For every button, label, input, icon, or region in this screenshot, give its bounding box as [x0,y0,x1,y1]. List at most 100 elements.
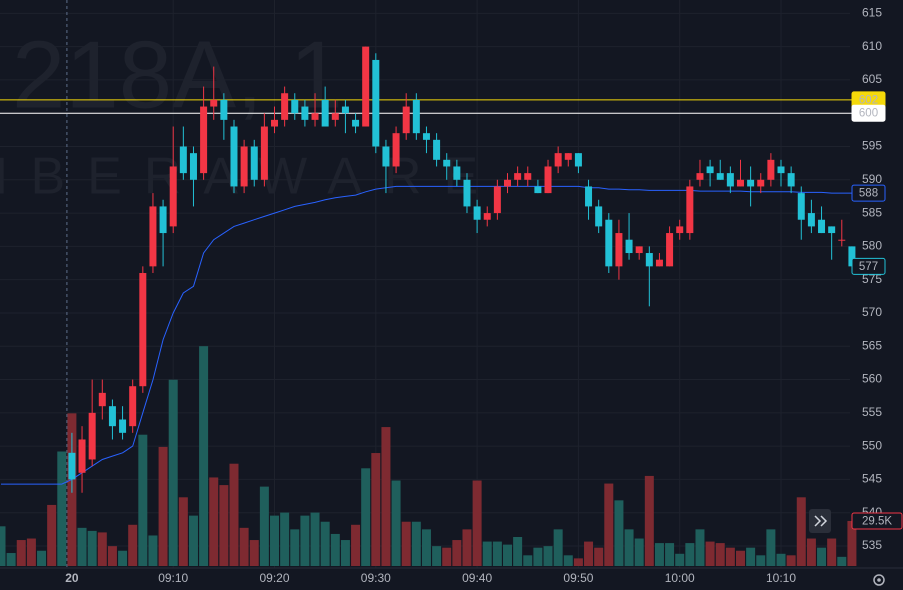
x-tick-label: 09:50 [563,571,593,585]
candle-body [514,173,522,180]
price-line-label-box [851,104,886,122]
candle-body [108,406,116,427]
settings-dot [877,578,881,582]
candle-body [240,146,248,187]
volume-bar [290,529,300,566]
candle-body [797,193,805,220]
candle-body [828,226,836,234]
candle-body [463,179,471,207]
candle-body [321,99,329,127]
candle-body [564,153,572,160]
candle-body [696,173,704,180]
volume-bar [6,553,16,566]
candle-body [352,119,360,127]
volume-bar [209,477,219,566]
volume-bar [401,521,411,566]
volume-bar [280,512,290,566]
volume-bar [715,543,725,566]
candle-body [534,186,542,194]
candle-body [119,419,127,433]
volume-bar [604,483,614,566]
candle-body [78,439,86,473]
candle-body [250,146,258,180]
volume-bar [97,532,107,566]
vwap-label-box [851,184,886,202]
volume-bar [381,427,391,566]
candle-body [362,46,370,127]
volume-bar [685,543,695,566]
y-tick-label: 555 [862,405,882,419]
volume-bar [148,535,158,566]
volume-bar [371,453,381,566]
x-tick-label: 20 [65,571,79,585]
vwap-line [1,185,852,485]
volume-bar [118,550,128,566]
candle-body [838,239,846,241]
candle-body [433,139,441,160]
volume-bar [827,538,837,566]
candle-body [757,179,765,187]
candle-body [493,186,501,214]
volume-label: 29.5K [862,515,892,527]
candle-body [301,106,309,120]
candle-body [412,99,420,134]
volume-bar [452,540,462,566]
candle-body [372,59,380,147]
y-tick-label: 590 [862,172,882,186]
candle-body [504,179,511,187]
volume-bar [361,468,371,566]
x-tick-label: 09:40 [462,571,492,585]
volume-bar [492,541,502,566]
candle-body [736,179,744,187]
volume-bar [0,526,6,566]
volume-bar [573,558,583,566]
settings-button[interactable] [873,574,885,586]
volume-bar [411,521,421,566]
candle-body [139,273,147,387]
candle-body [220,99,228,120]
x-tick-label: 10:00 [665,571,695,585]
volume-bar [462,529,472,566]
candle-body [260,126,268,180]
volume-bar [776,553,786,566]
volume-bar [624,529,634,566]
volume-bar [503,544,512,566]
y-tick-label: 580 [862,239,882,253]
candle-body [271,119,279,127]
candle-body [341,106,349,114]
candle-body [666,233,674,267]
candle-body [818,219,826,234]
y-tick-label: 585 [862,205,882,219]
candle-body [726,173,734,187]
volume-bar [472,480,482,566]
candle-body [382,146,390,167]
volume-bar [432,546,442,566]
candle-body [807,213,815,227]
candle-body [422,133,430,140]
y-tick-label: 535 [862,538,882,552]
volume-bar [644,475,654,566]
x-tick-label: 09:10 [158,571,188,585]
y-tick-label: 565 [862,338,882,352]
x-tick-label: 09:20 [259,571,289,585]
volume-bar [847,520,857,566]
volume-bar [259,486,269,566]
candle-body [311,113,319,120]
volume-bar [665,543,675,566]
candle-body [230,126,238,187]
candle-body [574,153,582,167]
volume-bar [553,529,563,566]
volume-bar [584,541,594,566]
candle-body [189,153,197,180]
volume-bar [543,546,553,566]
volume-bar [300,515,310,566]
candle-body [473,206,481,220]
candle-body [615,233,623,267]
candle-body [706,166,714,174]
volume-bar [523,555,533,566]
candle-body [595,206,603,227]
volume-bar [725,547,735,566]
volume-bar [138,434,148,566]
candle-body [554,153,562,167]
